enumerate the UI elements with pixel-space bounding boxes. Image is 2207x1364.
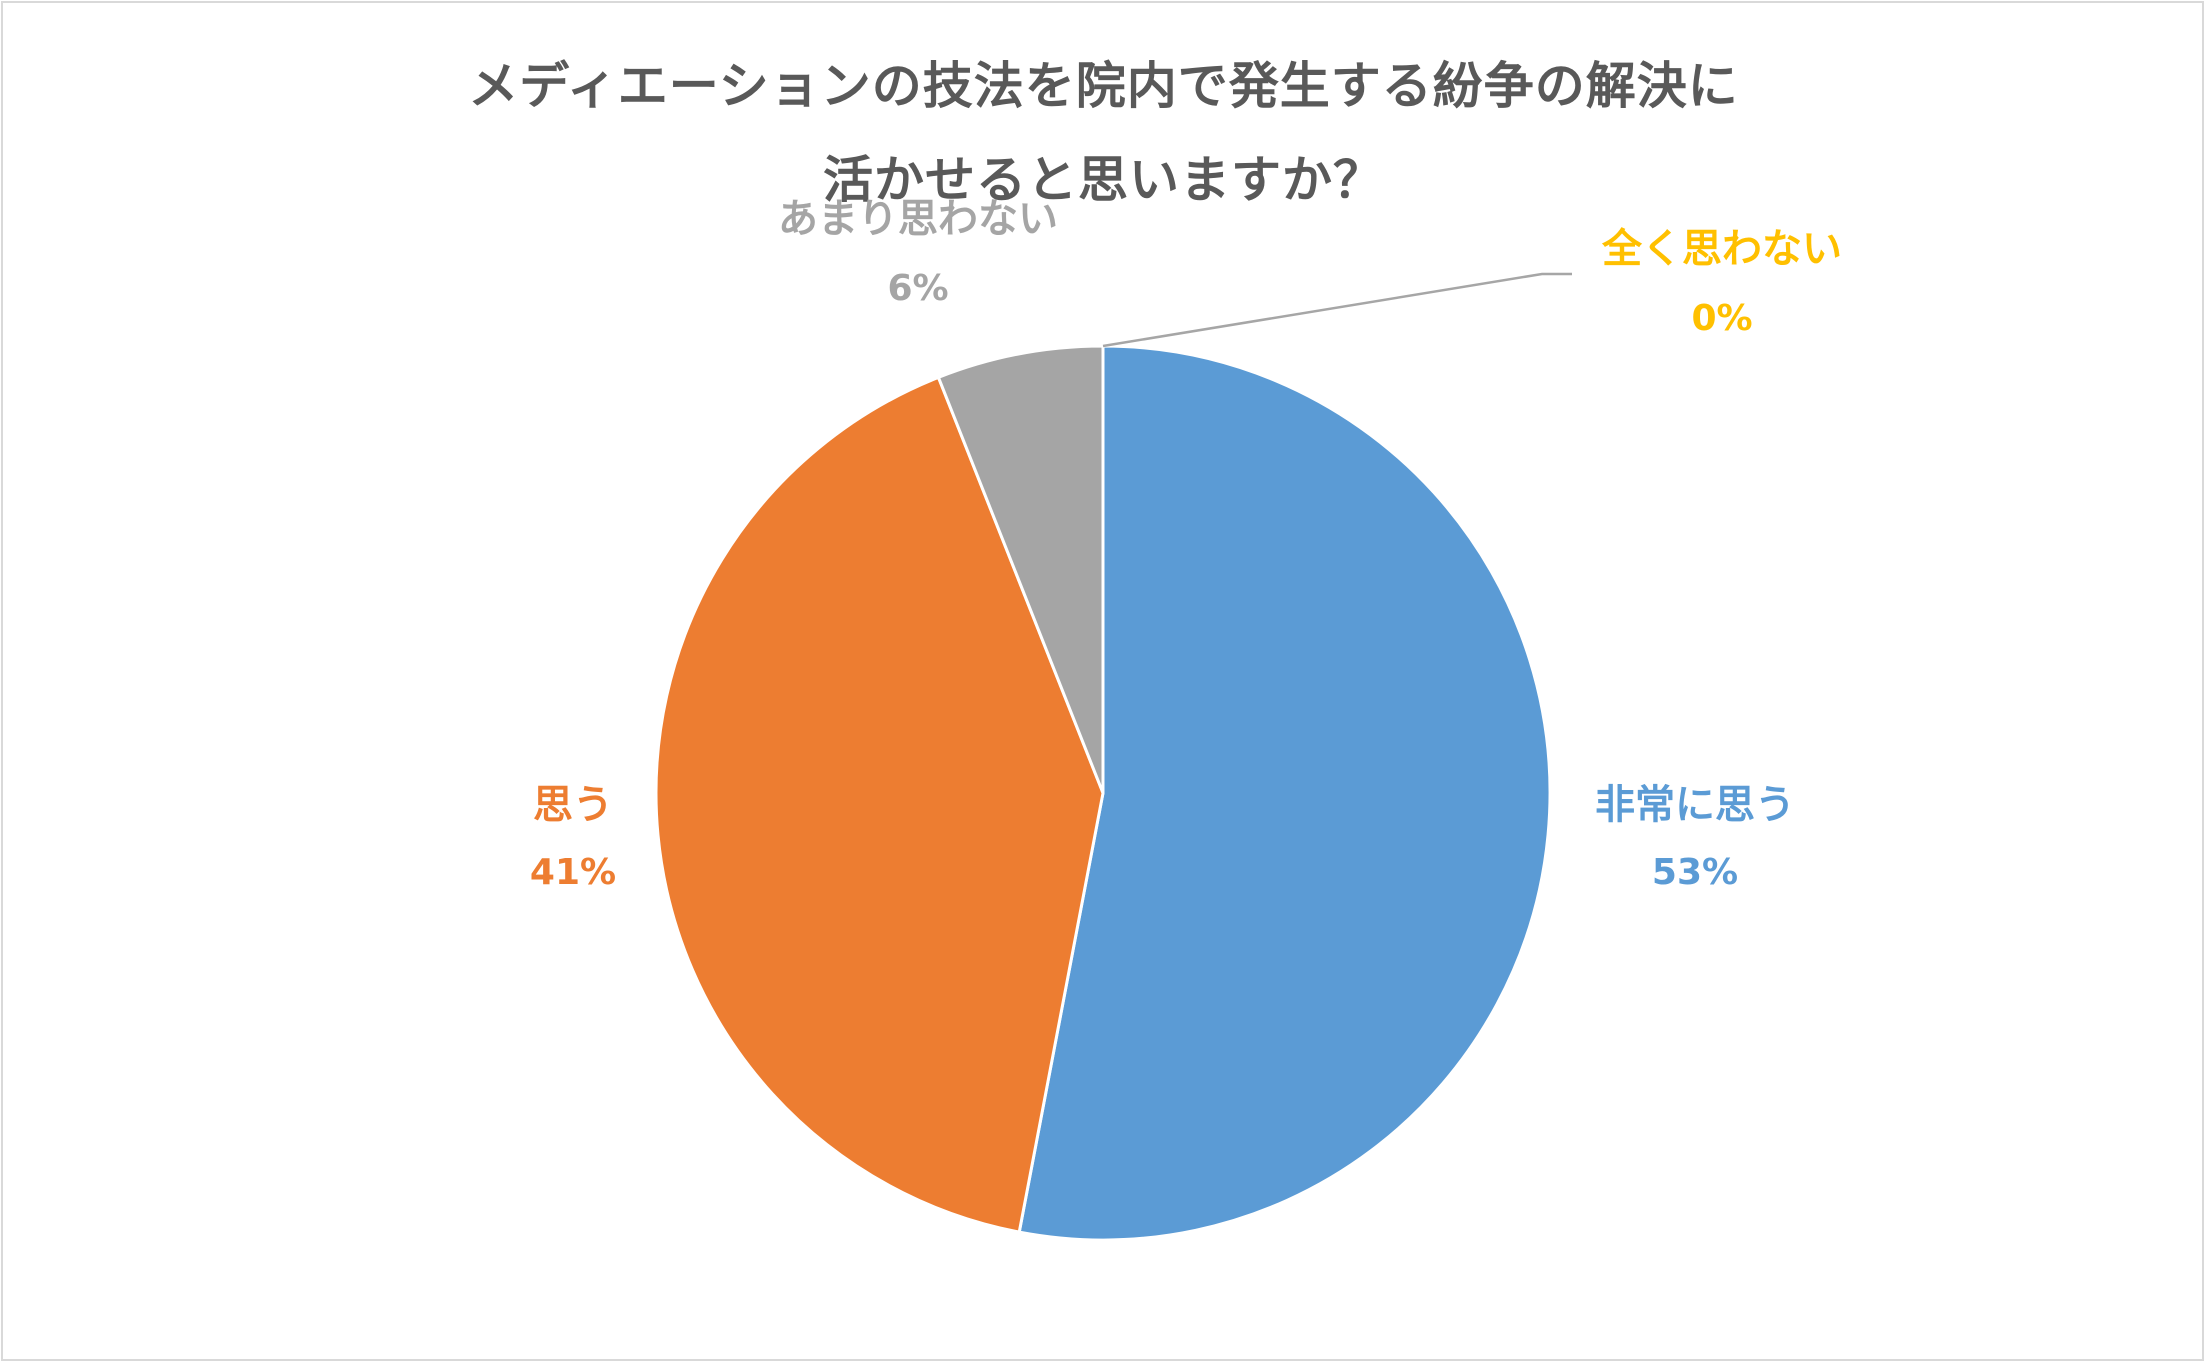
data-label-category-3: あまり思わない — [778, 196, 1058, 242]
leader-line-4 — [1102, 272, 1572, 348]
data-labels: 非常に思う 53% 思う 41% あまり思わない 6% 全く思わない 0% — [530, 196, 1842, 893]
data-label-value-2: 41% — [530, 852, 616, 893]
data-label-value-4: 0% — [1691, 298, 1752, 339]
chart-title-line-2: 活かせると思いますか？ — [823, 151, 1384, 209]
pie-slice-3 — [936, 344, 1105, 794]
data-label-category-2: 思う — [533, 782, 613, 828]
data-label-value-3: 6% — [887, 268, 948, 309]
leader-lines — [1102, 272, 1572, 348]
data-label-value-1: 53% — [1652, 852, 1738, 893]
data-label-category-1: 非常に思う — [1595, 782, 1795, 828]
pie-slice-1 — [1017, 344, 1552, 1242]
data-label-category-4: 全く思わない — [1601, 226, 1842, 272]
pie-slices — [654, 344, 1552, 1242]
pie-slice-2 — [654, 375, 1105, 1234]
chart-title-line-1: メディエーションの技法を院内で発生する紛争の解決に — [468, 57, 1739, 115]
